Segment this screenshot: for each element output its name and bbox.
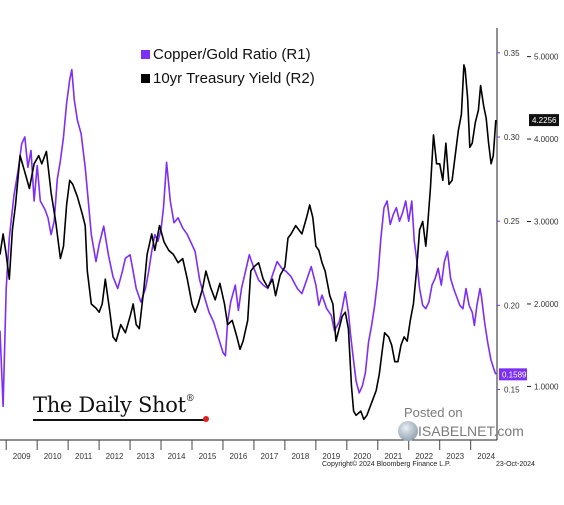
chart-date: 23-Oct-2024 — [496, 461, 535, 468]
value-badges: 0.1589 4.2256 — [499, 114, 559, 381]
copper-gold-last-value: 0.1589 — [502, 370, 527, 379]
x-tick-label: 2018 — [291, 452, 309, 461]
x-tick-label: 2023 — [446, 452, 464, 461]
plot-frame — [0, 28, 498, 441]
treasury-last-value-badge — [529, 114, 559, 127]
legend-box — [137, 42, 365, 94]
x-tick-label: 2011 — [75, 452, 93, 461]
r1-tick-label: 0.30 — [504, 133, 520, 142]
r2-axis: 1.0000 2.0000 3.0000 4.0000 5.0000 — [527, 53, 559, 391]
treasury-yield-line — [0, 64, 497, 421]
legend-swatch-treasury — [141, 74, 150, 83]
x-tick-label: 2020 — [353, 452, 371, 461]
x-tick-label: 2021 — [384, 452, 402, 461]
x-axis: 2009 2010 2011 2012 2013 2014 2015 2016 2017 2018… — [5, 440, 496, 461]
r1-tick-label: 0.25 — [504, 217, 520, 226]
legend: Copper/Gold Ratio (R1) 10yr Treasury Yiel… — [137, 42, 365, 94]
x-tick-label: 2019 — [322, 452, 340, 461]
x-tick-label: 2017 — [261, 452, 279, 461]
x-tick-label: 2024 — [477, 452, 495, 461]
trademark-mark: ® — [185, 394, 195, 404]
r1-tick-label: 0.35 — [504, 49, 520, 58]
publisher-name: The Daily Shot — [33, 393, 186, 417]
r2-tick-label: 2.0000 — [534, 300, 559, 309]
r1-tick-label: 0.15 — [504, 386, 520, 395]
r2-tick-label: 3.0000 — [534, 218, 559, 227]
legend-label-treasury: 10yr Treasury Yield (R2) — [153, 70, 315, 87]
r2-tick-label: 4.0000 — [534, 135, 559, 144]
x-tick-label: 2013 — [137, 452, 155, 461]
posted-on-label: Posted on — [404, 405, 463, 420]
publisher-logo: The Daily Shot® — [33, 393, 195, 417]
legend-swatch-copper-gold — [141, 50, 150, 59]
x-tick-label: 2012 — [106, 452, 124, 461]
r2-tick-label: 5.0000 — [534, 53, 559, 62]
x-tick-label: 2015 — [199, 452, 217, 461]
x-tick-label: 2022 — [415, 452, 433, 461]
x-tick-label: 2009 — [13, 452, 31, 461]
legend-label-copper-gold: Copper/Gold Ratio (R1) — [153, 46, 311, 63]
globe-icon — [398, 421, 418, 441]
site-watermark: ISABELNET.com — [418, 423, 524, 439]
r1-tick-label: 0.20 — [504, 301, 520, 310]
r2-tick-label: 1.0000 — [534, 382, 559, 391]
x-tick-label: 2010 — [44, 452, 62, 461]
copper-gold-last-value-badge — [499, 368, 527, 381]
copper-gold-ratio-line — [0, 68, 497, 408]
x-tick-label: 2014 — [168, 452, 186, 461]
treasury-last-value: 4.2256 — [532, 116, 557, 125]
series-layer — [0, 64, 497, 421]
publisher-underline — [33, 419, 207, 421]
x-tick-label: 2016 — [230, 452, 248, 461]
publisher-red-dot — [203, 416, 209, 422]
r1-axis: 0.15 0.20 0.25 0.30 0.35 — [497, 49, 520, 395]
copyright-text: Copyright© 2024 Bloomberg Finance L.P. — [322, 461, 451, 468]
